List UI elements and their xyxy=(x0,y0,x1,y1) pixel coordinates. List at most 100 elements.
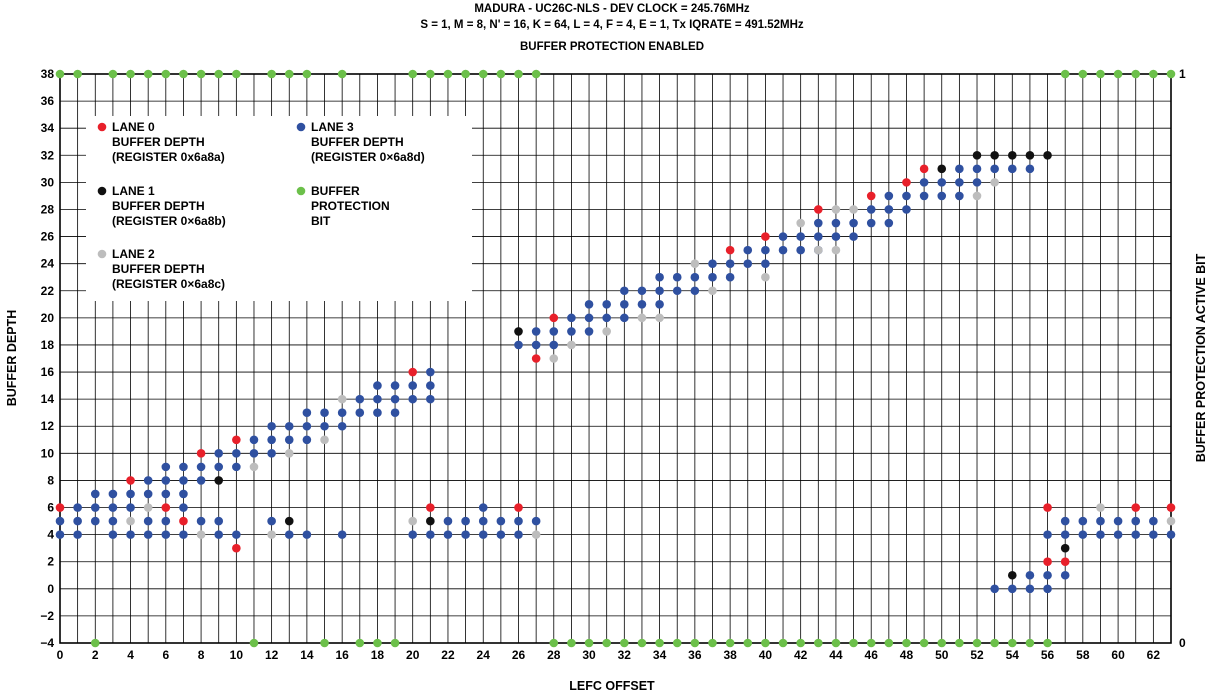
y-tick-label: 8 xyxy=(47,473,54,487)
x-tick-label: 48 xyxy=(900,648,914,662)
lane2-point xyxy=(831,205,841,214)
lane1-point xyxy=(937,164,947,174)
protection-bit-point xyxy=(73,69,82,79)
lane3-point xyxy=(672,286,682,296)
lane0-point xyxy=(1060,557,1070,567)
lane3-point xyxy=(514,516,523,526)
protection-bit-point xyxy=(355,638,365,648)
protection-bit-point xyxy=(496,69,506,79)
x-tick-label: 50 xyxy=(935,648,949,662)
x-axis-label: LEFC OFFSET xyxy=(569,679,655,693)
lane3-point xyxy=(549,327,559,336)
protection-bit-point xyxy=(672,638,682,648)
x-tick-label: 58 xyxy=(1076,648,1090,662)
protection-bit-point xyxy=(849,638,858,648)
lane0-point xyxy=(1166,503,1176,512)
lane3-point xyxy=(143,476,153,485)
legend-marker-prot xyxy=(296,186,306,196)
lane3-point xyxy=(232,449,241,458)
x-tick-label: 8 xyxy=(198,648,205,662)
lane3-point xyxy=(919,191,929,201)
legend-label-prot: BUFFER xyxy=(311,184,360,198)
y-tick-label: 2 xyxy=(47,555,54,569)
lane3-point xyxy=(196,462,206,472)
lane0-point xyxy=(408,367,417,377)
lane3-point xyxy=(796,245,805,255)
lane2-point xyxy=(831,245,841,255)
lane0-point xyxy=(814,205,823,214)
x-tick-label: 16 xyxy=(335,648,349,662)
lane3-point xyxy=(655,300,664,309)
lane3-point xyxy=(108,530,118,539)
lane3-point xyxy=(320,421,329,431)
protection-bit-point xyxy=(761,638,770,648)
lane3-point xyxy=(214,530,224,539)
lane3-point xyxy=(584,313,594,323)
x-tick-label: 4 xyxy=(127,648,134,662)
protection-bit-point xyxy=(390,638,400,648)
y-tick-label: 0 xyxy=(47,582,54,596)
protection-bit-point xyxy=(690,638,700,648)
protection-bit-point xyxy=(955,638,964,648)
lane3-point xyxy=(1060,570,1070,580)
lane0-point xyxy=(866,191,876,201)
protection-bit-point xyxy=(478,69,488,79)
lane3-point xyxy=(284,530,294,539)
plot-frame xyxy=(59,73,1172,644)
lane3-point xyxy=(1113,530,1123,539)
lane3-point xyxy=(1025,584,1035,594)
lane0-point xyxy=(232,543,241,553)
lane3-point xyxy=(884,205,894,214)
lane3-point xyxy=(884,191,894,201)
protection-bit-point xyxy=(743,638,753,648)
y2-tick-label: 1 xyxy=(1179,67,1186,81)
protection-bit-point xyxy=(426,69,435,79)
x-tick-label: 28 xyxy=(547,648,561,662)
lane3-point xyxy=(1096,530,1105,539)
lane3-point xyxy=(902,191,911,201)
x-tick-label: 38 xyxy=(723,648,737,662)
lane3-point xyxy=(1149,516,1158,526)
protection-bit-point xyxy=(584,638,594,648)
protection-bit-point xyxy=(55,69,65,79)
y-tick-label: 24 xyxy=(41,257,55,271)
lane1-point xyxy=(1007,570,1017,580)
lane3-point xyxy=(902,205,911,214)
lane3-point xyxy=(179,503,188,512)
legend-marker-lane0 xyxy=(97,122,107,132)
lane3-point xyxy=(690,286,700,296)
lane3-point xyxy=(637,300,647,309)
lane3-point xyxy=(972,164,982,174)
lane3-point xyxy=(708,259,717,268)
legend-label-lane0: BUFFER DEPTH xyxy=(112,135,205,149)
lane3-point xyxy=(461,530,470,539)
lane3-point xyxy=(1007,164,1017,174)
protection-bit-point xyxy=(814,638,823,648)
lane3-point xyxy=(214,462,224,472)
lane1-point xyxy=(514,327,523,336)
lane3-point xyxy=(743,259,753,268)
lane3-point xyxy=(161,462,171,472)
lane3-point xyxy=(73,503,82,512)
legend-label-lane2: LANE 2 xyxy=(112,247,155,261)
y-tick-label: 16 xyxy=(41,365,55,379)
protection-bit-point xyxy=(1060,69,1070,79)
protection-bit-point xyxy=(461,69,470,79)
protection-bit-point xyxy=(143,69,153,79)
lane3-point xyxy=(1078,530,1088,539)
lane3-point xyxy=(1078,516,1088,526)
lane2-point xyxy=(655,313,664,323)
lane2-point xyxy=(990,178,999,187)
lane3-point xyxy=(1149,530,1158,539)
lane3-point xyxy=(567,327,576,336)
lane1-point xyxy=(1060,543,1070,553)
lane1-point xyxy=(214,476,224,485)
x-tick-label: 44 xyxy=(829,648,843,662)
lane3-point xyxy=(1025,570,1035,580)
x-tick-label: 46 xyxy=(865,648,879,662)
lane3-point xyxy=(267,421,276,431)
y2-tick-label: 0 xyxy=(1179,636,1186,650)
protection-bit-point xyxy=(320,638,329,648)
lane3-point xyxy=(531,327,541,336)
